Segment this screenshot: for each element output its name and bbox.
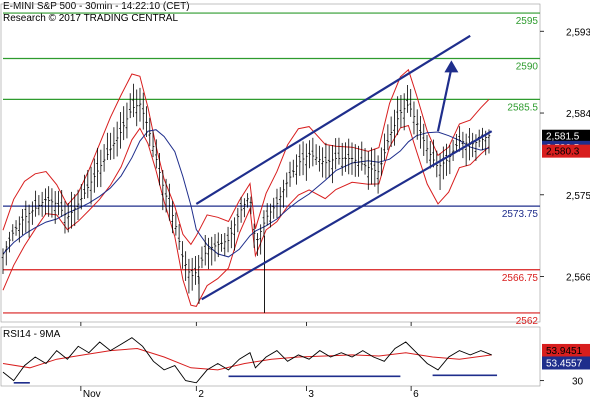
rsi-ma-line [2,347,492,371]
channel-lower-line [201,130,493,301]
price-panel-frame [0,3,541,323]
channel-upper-line [195,34,471,205]
rsi-line [2,337,492,384]
level-label: 2573.75 [502,209,539,220]
x-tick-label: 6 [413,389,419,400]
level-label: 2562 [516,316,539,327]
x-tick-label: Nov [83,389,101,400]
rsi-tag-label: 53.4557 [546,358,583,369]
rsi-tag-label: 53.9451 [546,346,583,357]
rsi-tag-box [542,356,590,370]
copyright-text: Research © 2017 TRADING CENTRAL [3,13,179,24]
x-tick-label: 2 [198,389,204,400]
price-tag-box [542,129,590,143]
y-tick-label: 2,584 [566,109,590,120]
rsi-title: RSI14 - 9MA [3,329,61,340]
bollinger-lower [2,124,490,307]
chart-title: E-MINI S&P 500 - 30min - 14:22:10 (CET) [3,1,190,12]
level-label: 2566.75 [502,273,539,284]
rsi-panel-frame [0,326,541,387]
y-tick-label: 2,566 [566,273,590,284]
projection-arrow-shaft [436,68,453,132]
x-tick-label: 3 [308,389,314,400]
rsi-tag-box [542,343,590,357]
rsi-y-tick-label: 30 [572,377,584,388]
price-tag-label: 2,580.3 [546,147,580,158]
price-tag-box [542,144,590,158]
y-tick-label: 2,593 [566,27,590,38]
y-tick-label: 2,575 [566,191,590,202]
level-label: 2590 [516,62,539,73]
level-label: 2585.5 [507,102,538,113]
level-label: 2595 [516,16,539,27]
projection-arrow-head [444,60,459,73]
moving-average-line [2,129,490,258]
candles-group [1,83,491,294]
price-tag-label: 2,581.5 [546,132,580,143]
